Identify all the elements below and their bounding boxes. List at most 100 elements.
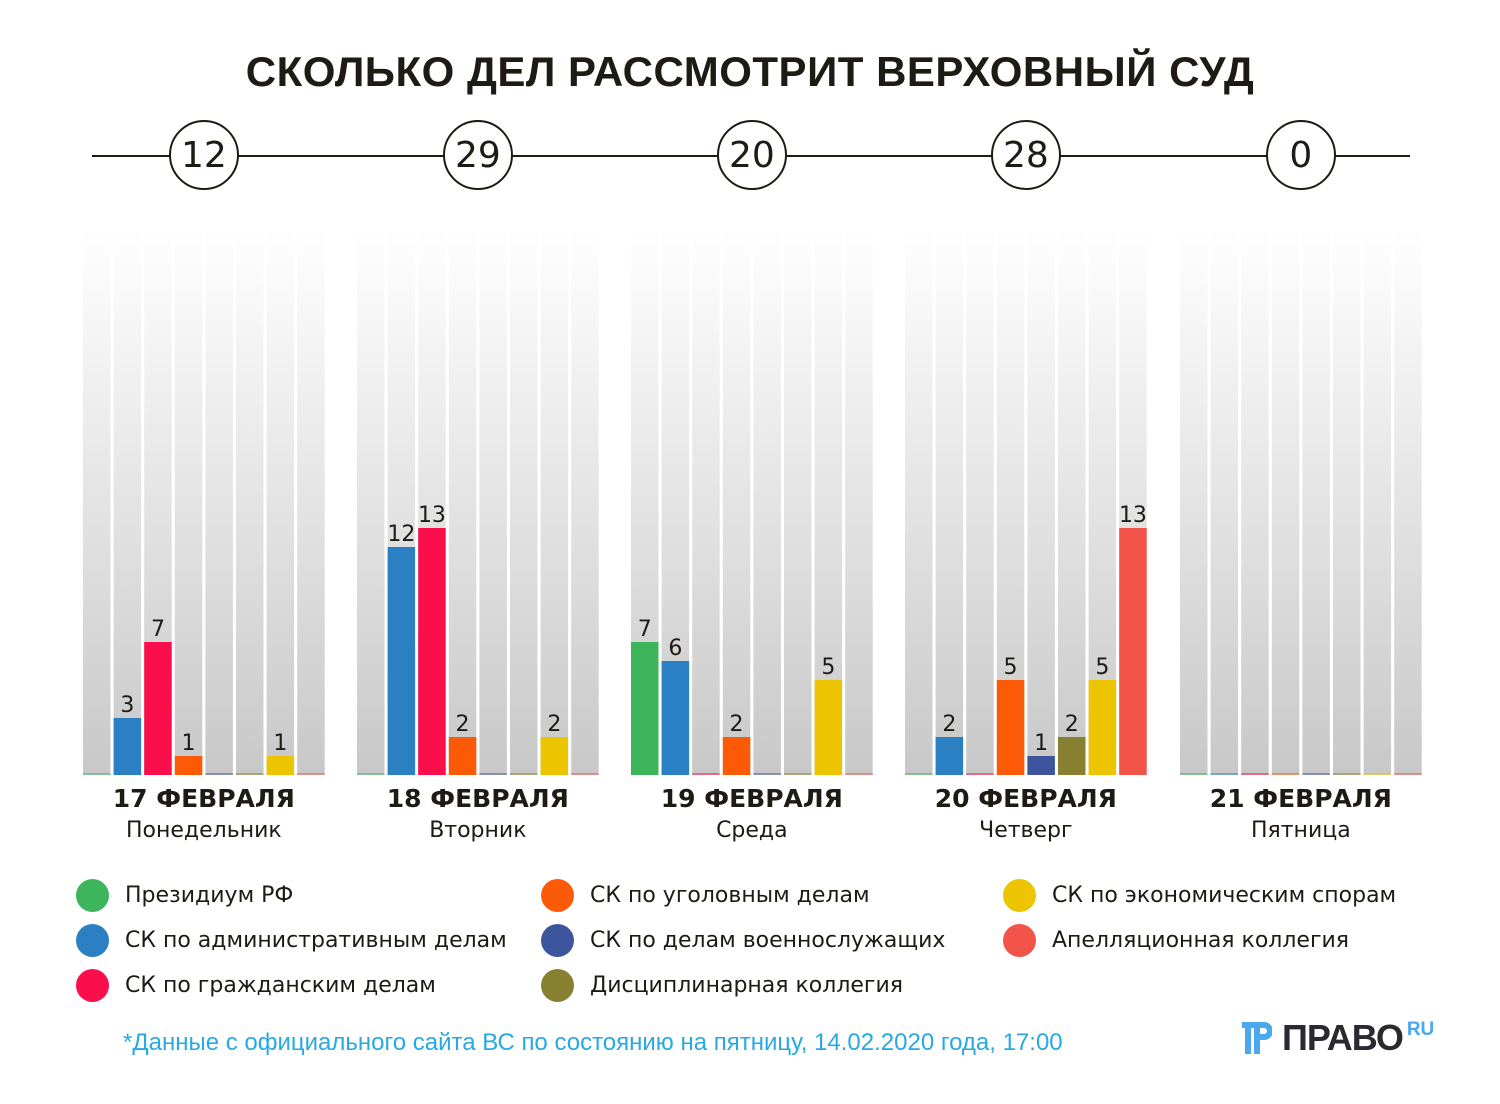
bar-value-label: 2 <box>547 712 561 737</box>
column-background <box>1271 228 1300 775</box>
legend-label: СК по делам военнослужащих <box>590 927 946 953</box>
bar <box>1302 773 1330 775</box>
bar <box>144 642 172 775</box>
bar-value-label: 1 <box>1034 731 1048 756</box>
weekday-label: Вторник <box>429 818 527 843</box>
bar <box>935 737 964 775</box>
bar <box>996 680 1025 775</box>
column-background <box>845 228 873 775</box>
bar <box>1333 773 1361 775</box>
bar <box>784 773 812 775</box>
column-background <box>784 228 812 775</box>
legend-item: СК по уголовным делам <box>541 877 870 913</box>
day-total-circle: 28 <box>990 120 1061 190</box>
bar <box>1058 737 1086 775</box>
day-date-label: 17 ФЕВРАЛЯ <box>112 784 295 813</box>
bar <box>692 773 720 775</box>
bar-value-label: 5 <box>821 655 835 680</box>
bar <box>845 773 873 775</box>
column-background <box>174 228 203 775</box>
column-background <box>205 228 233 775</box>
column-background <box>1027 228 1055 775</box>
bar <box>205 773 233 775</box>
pravo-logo-icon <box>1242 1022 1273 1054</box>
bar <box>357 773 385 775</box>
legend-label: СК по административным делам <box>125 927 507 953</box>
bar <box>113 718 142 775</box>
day-total-circle: 12 <box>168 120 239 190</box>
bar-value-label: 12 <box>387 522 415 547</box>
bar-value-label: 13 <box>418 503 446 528</box>
day-date-label: 19 ФЕВРАЛЯ <box>660 784 843 813</box>
bar <box>83 773 111 775</box>
column-background <box>448 228 477 775</box>
column-background <box>571 228 599 775</box>
legend-color-icon <box>76 878 109 912</box>
bar-value-label: 2 <box>1065 712 1079 737</box>
column-background <box>1363 228 1392 775</box>
column-background <box>1210 228 1239 775</box>
bar-value-label: 7 <box>151 617 165 642</box>
day-total-circle: 29 <box>442 120 513 190</box>
bar <box>1088 680 1117 775</box>
bar <box>387 547 416 775</box>
bar <box>266 756 295 775</box>
weekday-label: Понедельник <box>126 818 282 843</box>
legend-item: СК по делам военнослужащих <box>541 922 945 958</box>
logo-text: ПРАВО <box>1282 1017 1404 1058</box>
bar-value-label: 2 <box>730 712 744 737</box>
column-background <box>1302 228 1330 775</box>
column-background <box>692 228 720 775</box>
bar-value-label: 5 <box>1004 655 1018 680</box>
bar <box>1180 773 1208 775</box>
weekday-label: Среда <box>716 818 788 843</box>
bar-value-label: 3 <box>120 693 134 718</box>
bar <box>571 773 599 775</box>
legend-label: Апелляционная коллегия <box>1052 927 1350 953</box>
bar <box>905 773 933 775</box>
bar-value-label: 1 <box>182 731 196 756</box>
bar <box>966 773 994 775</box>
legend-color-icon <box>541 923 574 957</box>
legend-item: СК по административным делам <box>76 922 507 958</box>
column-background <box>1241 228 1269 775</box>
bar <box>1210 773 1239 775</box>
bar <box>1027 756 1055 775</box>
pravo-logo[interactable]: ПРАВО RU <box>1242 1020 1434 1056</box>
legend-label: Президиум РФ <box>125 882 294 908</box>
bar <box>1119 528 1147 775</box>
legend-label: СК по гражданским делам <box>125 972 436 998</box>
legend-color-icon <box>541 878 574 912</box>
bar <box>631 642 659 775</box>
bar <box>510 773 538 775</box>
bar-value-label: 5 <box>1095 655 1109 680</box>
column-background <box>753 228 781 775</box>
bar <box>1241 773 1269 775</box>
column-background <box>1333 228 1361 775</box>
column-background <box>540 228 569 775</box>
column-background <box>722 228 751 775</box>
bar <box>753 773 781 775</box>
bar <box>722 737 751 775</box>
legend-color-icon <box>1003 878 1036 912</box>
legend-color-icon <box>76 968 109 1002</box>
footnote: *Данные с официального сайта ВС по состо… <box>123 1029 1063 1056</box>
bar-value-label: 13 <box>1119 503 1147 528</box>
day-date-label: 20 ФЕВРАЛЯ <box>934 784 1117 813</box>
bar <box>661 661 690 775</box>
chart-title: СКОЛЬКО ДЕЛ РАССМОТРИТ ВЕРХОВНЫЙ СУД <box>245 48 1255 95</box>
weekday-label: Пятница <box>1250 818 1351 843</box>
legend-label: Дисциплинарная коллегия <box>590 972 904 998</box>
day-total-circle: 0 <box>1265 120 1336 190</box>
bar <box>814 680 843 775</box>
legend-color-icon <box>76 923 109 957</box>
column-background <box>236 228 264 775</box>
column-background <box>113 228 142 775</box>
day-total-circle: 20 <box>716 120 787 190</box>
column-background <box>510 228 538 775</box>
column-background <box>905 228 933 775</box>
column-background <box>266 228 295 775</box>
column-background <box>297 228 325 775</box>
bar <box>236 773 264 775</box>
bar <box>297 773 325 775</box>
